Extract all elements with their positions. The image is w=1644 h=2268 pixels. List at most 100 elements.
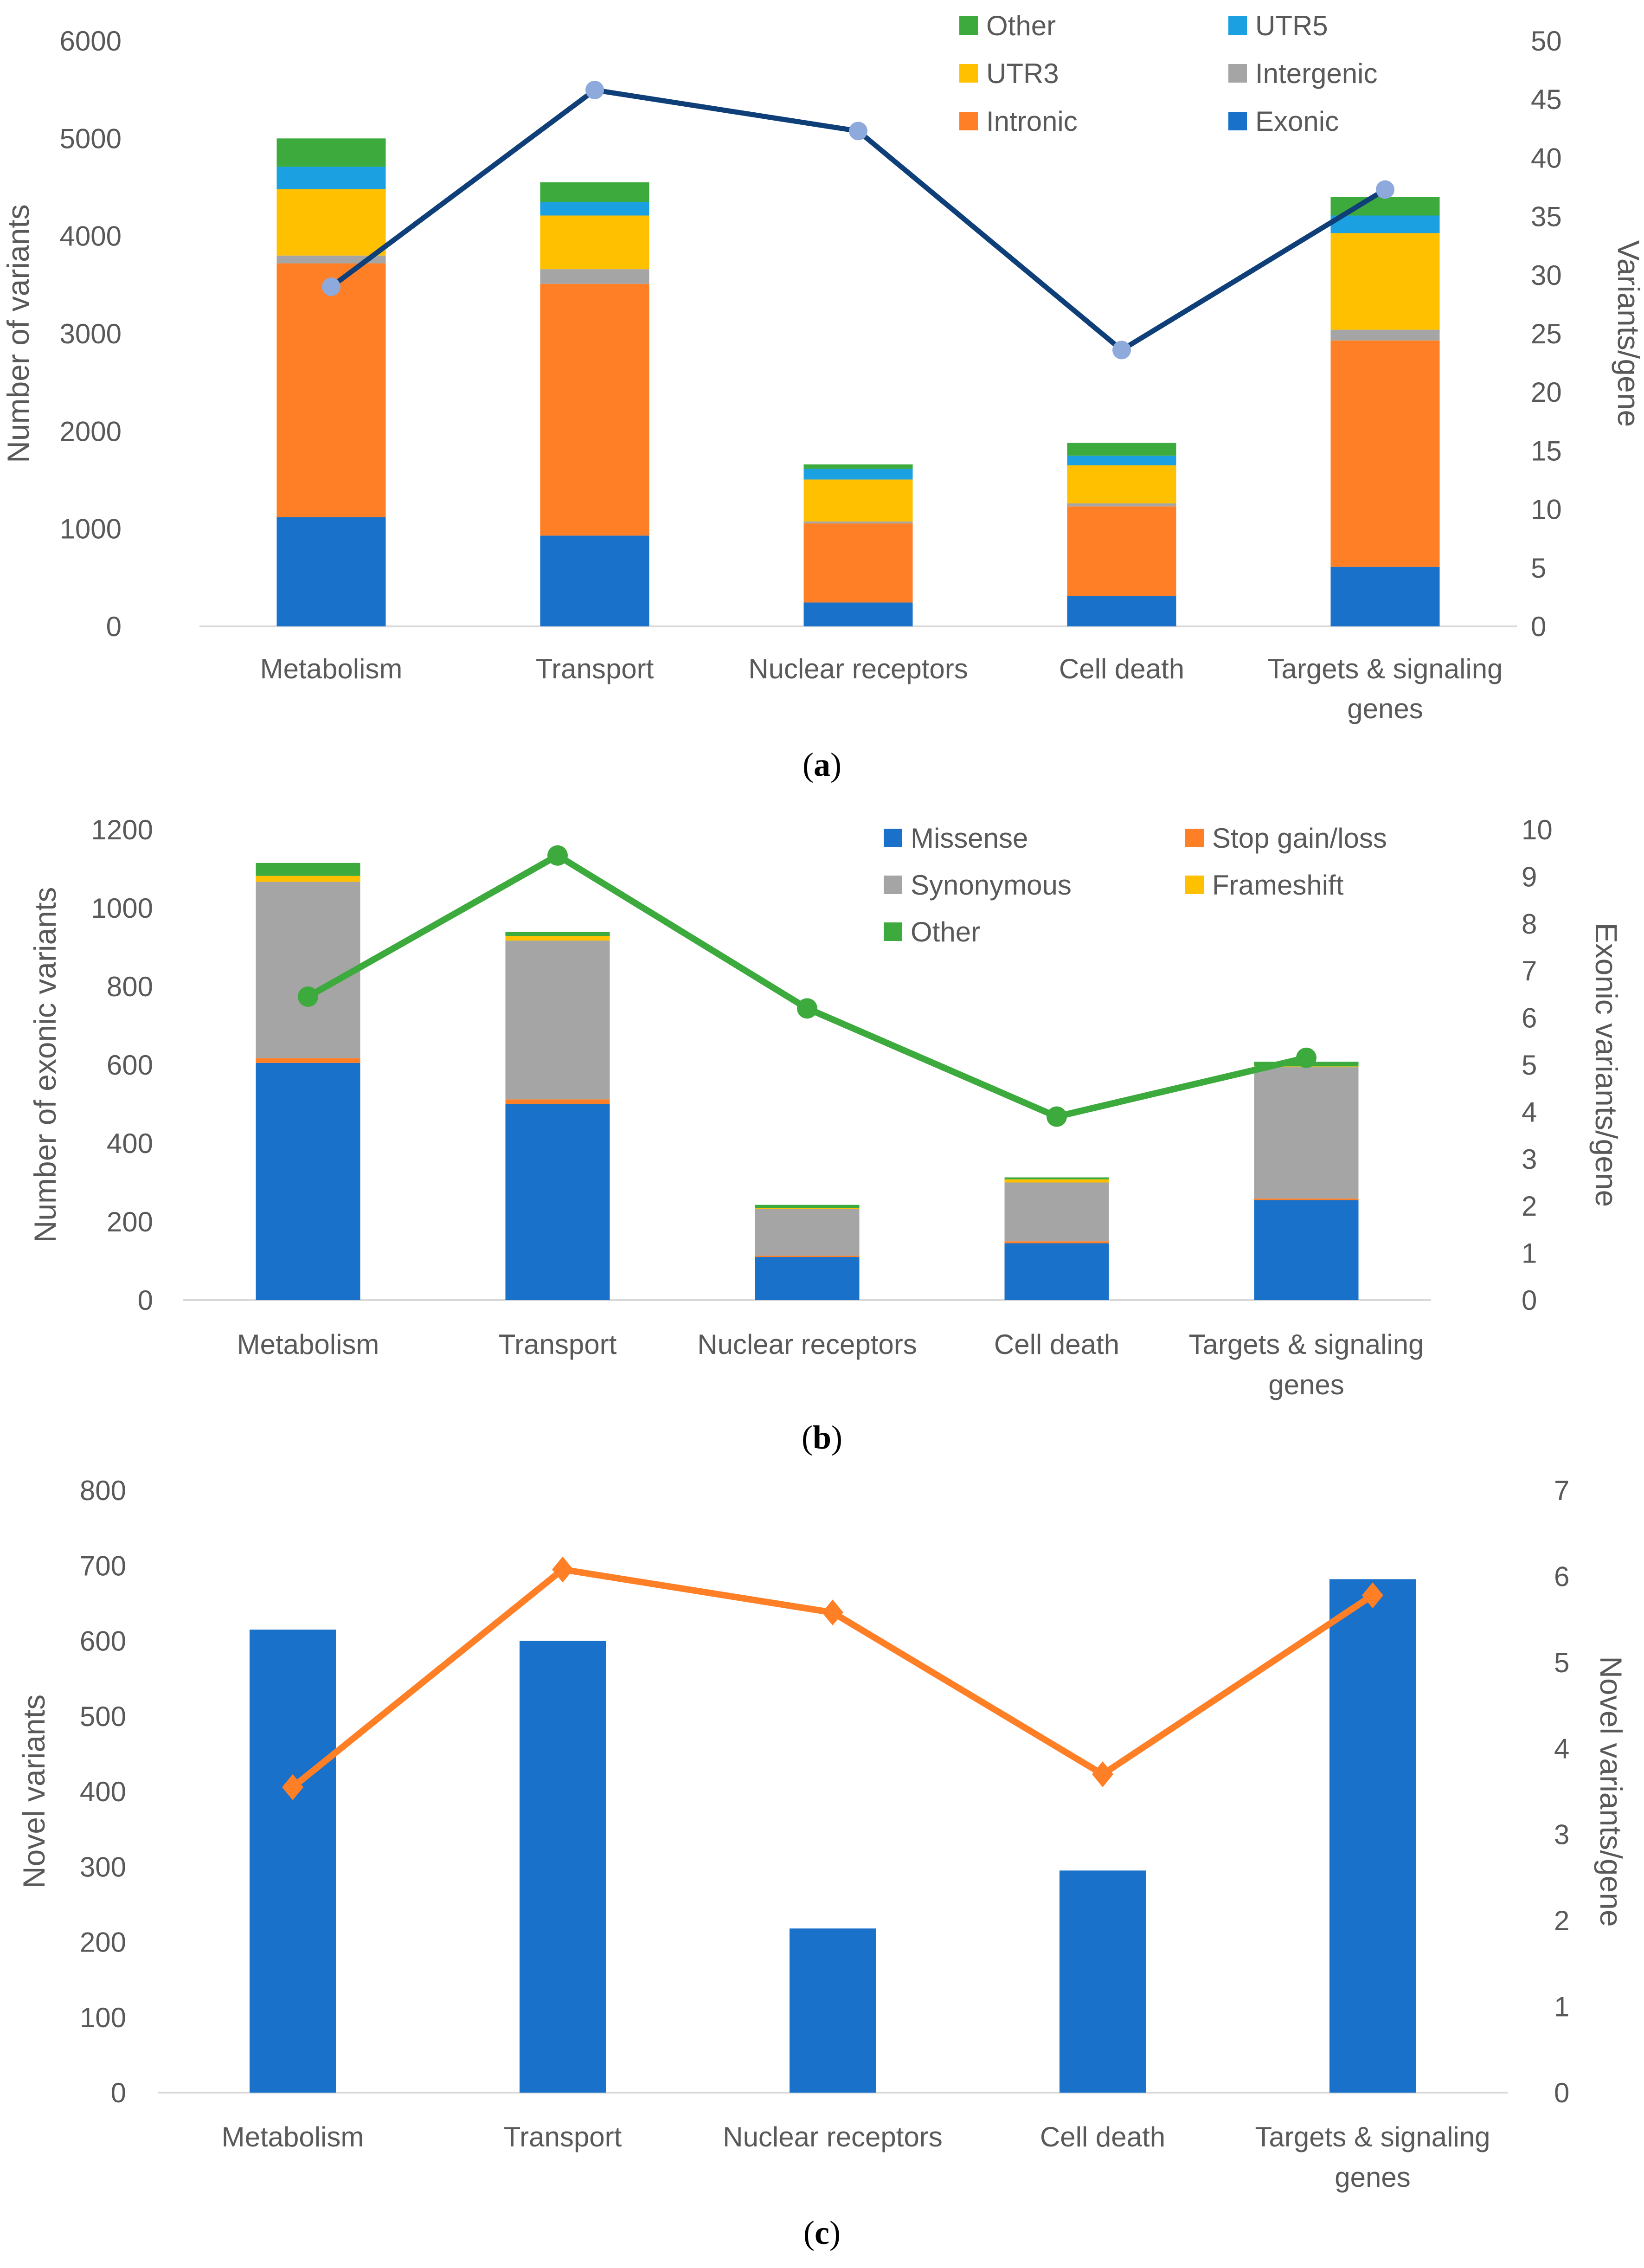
y2-tick-label: 4 bbox=[1554, 1733, 1569, 1764]
y-tick-label: 6000 bbox=[60, 26, 122, 57]
caption-letter: a bbox=[814, 746, 830, 783]
y-tick-label: 1000 bbox=[91, 893, 153, 924]
legend-label-exonic: Exonic bbox=[1255, 106, 1339, 137]
caption-letter: c bbox=[815, 2214, 829, 2251]
legend: Other UTR5 UTR3 Intergenic Intronic Exonic bbox=[959, 10, 1378, 137]
legend-swatch-exonic bbox=[1228, 112, 1247, 130]
bar-synonymous-metabolism bbox=[256, 882, 360, 1058]
x-tick-label: Transport bbox=[504, 2121, 622, 2152]
caption-letter: b bbox=[813, 1419, 831, 1456]
y2-tick-label: 1 bbox=[1554, 1991, 1569, 2023]
y-tick-label: 100 bbox=[80, 2002, 126, 2033]
y2-tick-label: 3 bbox=[1554, 1819, 1569, 1850]
y-tick-label: 800 bbox=[107, 971, 153, 1002]
legend-swatch-other bbox=[884, 922, 902, 941]
bar-frameshift-nuclear-receptors bbox=[755, 1208, 860, 1209]
bar-synonymous-targets-signaling-genes bbox=[1254, 1067, 1359, 1199]
x-tick-label: Nuclear receptors bbox=[748, 653, 968, 684]
y2-tick-label: 35 bbox=[1531, 201, 1562, 232]
legend-label-other: Other bbox=[911, 916, 980, 947]
x-tick-label: Nuclear receptors bbox=[697, 1329, 917, 1360]
y2-tick-label: 20 bbox=[1531, 377, 1562, 408]
bar-intergenic-targets-signaling-genes bbox=[1330, 329, 1440, 341]
y2-tick-label: 0 bbox=[1522, 1285, 1537, 1316]
line-point-metabolism bbox=[298, 986, 318, 1007]
y-tick-label: 600 bbox=[80, 1626, 126, 1657]
y2-tick-label: 7 bbox=[1522, 955, 1537, 986]
bar-utr3-nuclear-receptors bbox=[803, 479, 913, 522]
bar-stop-gain-loss-cell-death bbox=[1004, 1241, 1109, 1244]
legend-swatch-synonymous bbox=[884, 876, 902, 894]
y2-tick-label: 2 bbox=[1522, 1191, 1537, 1222]
bar-stop-gain-loss-metabolism bbox=[256, 1058, 360, 1063]
y2-axis-title: Novel variants/gene bbox=[1594, 1656, 1628, 1927]
chart-panel-a: 0 1000 2000 3000 4000 5000 6000 0 5 10 15 20 25 30 35 4… bbox=[1, 10, 1644, 783]
bar-synonymous-nuclear-receptors bbox=[755, 1209, 860, 1256]
bar-utr5-targets-signaling-genes bbox=[1330, 215, 1440, 233]
bar-other-nuclear-receptors bbox=[755, 1205, 860, 1208]
y-tick-label: 3000 bbox=[60, 318, 122, 349]
bar-exonic-transport bbox=[540, 535, 649, 626]
bar-other-cell-death bbox=[1067, 443, 1176, 456]
legend-label-synonymous: Synonymous bbox=[911, 870, 1072, 901]
bar-synonymous-cell-death bbox=[1004, 1182, 1109, 1242]
x-tick-label: Transport bbox=[536, 653, 654, 684]
bar-other-nuclear-receptors bbox=[803, 464, 913, 469]
y-tick-label: 200 bbox=[80, 1927, 126, 1958]
y-tick-label: 200 bbox=[107, 1206, 153, 1237]
y-tick-label: 0 bbox=[138, 1285, 153, 1316]
bar-other-transport bbox=[505, 932, 610, 936]
line-point-metabolism bbox=[322, 277, 340, 296]
line-point-targets-signaling-genes bbox=[1376, 180, 1394, 199]
y2-tick-label: 1 bbox=[1522, 1238, 1537, 1269]
bar-exonic-metabolism bbox=[276, 517, 386, 626]
y-axis-title: Number of exonic variants bbox=[28, 887, 62, 1243]
legend: Missense Stop gain/loss Synonymous Frameshi… bbox=[884, 823, 1387, 947]
y-tick-label: 0 bbox=[111, 2077, 126, 2108]
bar-missense-transport bbox=[505, 1104, 610, 1300]
bar-novel-variants-targets-signaling-genes bbox=[1329, 1579, 1416, 2093]
bar-intronic-targets-signaling-genes bbox=[1330, 340, 1440, 567]
caption-close-paren: ) bbox=[830, 746, 841, 783]
x-tick-label: Targets & signaling bbox=[1268, 653, 1503, 684]
x-tick-label: genes bbox=[1347, 693, 1423, 724]
bar-other-cell-death bbox=[1004, 1177, 1109, 1179]
x-tick-label: Transport bbox=[499, 1329, 617, 1360]
caption-open-paren: ( bbox=[803, 2214, 815, 2251]
y-tick-label: 5000 bbox=[60, 123, 122, 154]
y2-tick-label: 4 bbox=[1522, 1096, 1537, 1128]
y2-tick-label: 10 bbox=[1522, 814, 1553, 845]
caption-close-paren: ) bbox=[831, 1419, 842, 1456]
y2-tick-label: 9 bbox=[1522, 861, 1537, 892]
y-tick-label: 700 bbox=[80, 1550, 126, 1581]
y-tick-label: 1000 bbox=[60, 514, 122, 545]
y2-tick-label: 5 bbox=[1531, 553, 1546, 584]
line-point-cell-death bbox=[1092, 1761, 1113, 1787]
line-point-nuclear-receptors bbox=[797, 998, 817, 1019]
y-tick-label: 4000 bbox=[60, 221, 122, 252]
bar-intronic-metabolism bbox=[276, 263, 386, 517]
legend-swatch-frameshift bbox=[1185, 876, 1204, 894]
legend-label-missense: Missense bbox=[911, 823, 1028, 854]
y2-tick-label: 5 bbox=[1554, 1647, 1569, 1678]
legend-swatch-intergenic bbox=[1228, 64, 1247, 83]
bar-utr3-metabolism bbox=[276, 189, 386, 256]
y-axis-title: Novel variants bbox=[17, 1695, 51, 1888]
legend-label-frameshift: Frameshift bbox=[1212, 870, 1344, 901]
panel-caption: (c) bbox=[803, 2214, 841, 2251]
bar-missense-targets-signaling-genes bbox=[1254, 1200, 1359, 1300]
line-point-targets-signaling-genes bbox=[1296, 1047, 1316, 1068]
y-tick-label: 600 bbox=[107, 1050, 153, 1081]
x-tick-label: Cell death bbox=[1059, 653, 1184, 684]
bar-stop-gain-loss-targets-signaling-genes bbox=[1254, 1198, 1359, 1200]
bar-missense-metabolism bbox=[256, 1063, 360, 1300]
x-tick-label: Metabolism bbox=[260, 653, 403, 684]
y-tick-label: 400 bbox=[107, 1128, 153, 1159]
legend-swatch-other bbox=[959, 16, 978, 35]
line-point-transport bbox=[585, 81, 604, 100]
bar-frameshift-cell-death bbox=[1004, 1179, 1109, 1183]
bar-stop-gain-loss-transport bbox=[505, 1099, 610, 1104]
bar-stop-gain-loss-nuclear-receptors bbox=[755, 1256, 860, 1257]
bar-intronic-nuclear-receptors bbox=[803, 523, 913, 603]
